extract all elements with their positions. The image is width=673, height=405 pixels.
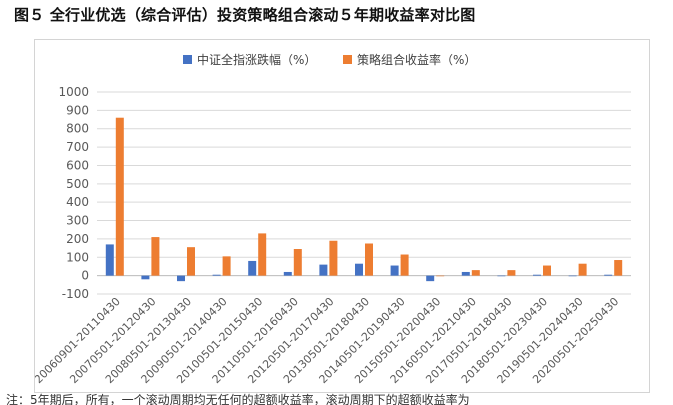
bar-index (212, 274, 221, 276)
y-tick-label: 400 (66, 195, 89, 209)
legend-swatch (183, 55, 192, 64)
bar-strategy (614, 260, 623, 276)
y-tick-label: 900 (66, 103, 89, 117)
y-tick-label: 1000 (58, 85, 89, 99)
chart-frame: -100 0 100 200 300 400 500 600 700 800 900 1000 2006… (34, 39, 650, 393)
bar-index (248, 260, 257, 276)
bar-strategy (507, 270, 516, 276)
footnote: 注：5年期后，所有，一个滚动周期均无任何的超额收益率，滚动周期下的超额收益率为 (6, 393, 470, 405)
bar-index (319, 264, 328, 276)
y-tick-label: 600 (66, 158, 89, 172)
bar-index (604, 274, 613, 276)
y-tick-label: -100 (62, 287, 89, 301)
y-tick-label: 300 (66, 214, 89, 228)
bar-index (497, 275, 506, 277)
figure-title: 图５ 全行业优选（综合评估）投资策略组合滚动５年期收益率对比图 (14, 6, 476, 24)
bar-index (283, 271, 292, 276)
bar-index (105, 244, 114, 276)
bar-index (426, 275, 435, 282)
bar-strategy (115, 117, 124, 276)
y-tick-label: 200 (66, 232, 89, 246)
bar-index (390, 265, 399, 276)
bar-strategy (400, 254, 409, 276)
legend-label: 策略组合收益率（%） (357, 52, 476, 67)
bar-strategy (365, 243, 373, 276)
bar-strategy (471, 270, 480, 276)
bar-index (177, 275, 185, 282)
bar-strategy (329, 240, 338, 276)
bar-strategy (187, 247, 195, 276)
bar-index (568, 275, 577, 277)
bar-strategy (222, 256, 231, 276)
bar-index (355, 263, 363, 276)
bar-index (461, 271, 470, 276)
y-tick-label: 0 (81, 269, 89, 283)
legend-swatch (343, 55, 352, 64)
bar-index (533, 274, 541, 276)
bar-strategy (258, 233, 267, 276)
bar-index (141, 275, 150, 280)
bar-strategy (293, 249, 302, 276)
bar-strategy (436, 275, 445, 277)
y-tick-label: 500 (66, 177, 89, 191)
bar-strategy (543, 265, 551, 276)
y-tick-label: 800 (66, 122, 89, 136)
bar-strategy (578, 263, 587, 276)
y-tick-label: 700 (66, 140, 89, 154)
y-tick-label: 100 (66, 250, 89, 264)
bar-strategy (151, 237, 160, 276)
legend-label: 中证全指涨跌幅（%） (197, 52, 316, 67)
bar-chart: -100010020030040050060070080090010002006… (35, 52, 631, 386)
